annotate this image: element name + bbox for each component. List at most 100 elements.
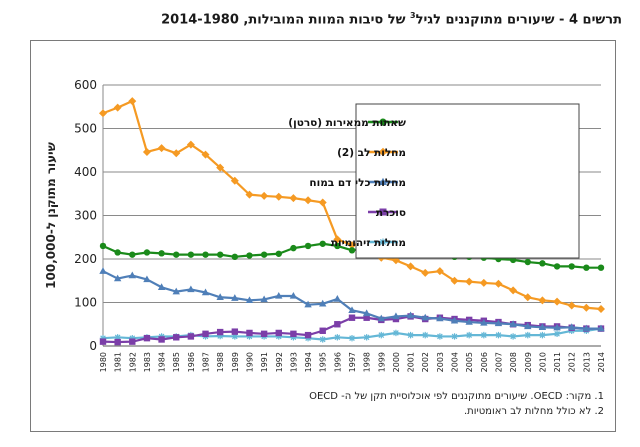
data-point bbox=[451, 333, 458, 340]
data-point bbox=[304, 300, 312, 308]
y-tick-label: 0 bbox=[89, 339, 97, 353]
data-point bbox=[568, 263, 575, 270]
source-note: 1. מקור: OECD. שיעורים מתוקננים לפי אוכל… bbox=[309, 391, 604, 402]
data-point bbox=[379, 118, 387, 126]
data-point bbox=[290, 244, 297, 252]
data-point bbox=[157, 283, 166, 290]
data-point bbox=[275, 250, 282, 257]
data-point bbox=[539, 331, 546, 339]
data-point bbox=[202, 330, 209, 338]
x-tick-label: 2009 bbox=[524, 352, 533, 372]
data-point bbox=[480, 318, 488, 326]
footnote: 2. לא כולל מחלות לב ראומטיות. bbox=[463, 406, 604, 417]
data-point bbox=[187, 285, 195, 293]
y-tick-label: 500 bbox=[74, 122, 97, 136]
data-point bbox=[143, 275, 151, 283]
legend-label: סוכרת bbox=[376, 207, 406, 219]
x-tick-label: 1998 bbox=[363, 352, 372, 372]
data-point bbox=[480, 331, 488, 339]
data-point bbox=[421, 313, 429, 321]
axes: 0 100 200 300 400 500 600 1980 1981 1982 1983 1984 1… bbox=[44, 78, 606, 372]
data-point bbox=[246, 333, 253, 340]
data-point bbox=[318, 198, 327, 207]
legend-label: מחלות לב (2) bbox=[337, 147, 406, 159]
x-tick-label: 1980 bbox=[99, 352, 108, 372]
x-tick-label: 1996 bbox=[333, 352, 342, 372]
data-point bbox=[582, 303, 591, 312]
data-point bbox=[333, 235, 342, 244]
title-superscript: 3 bbox=[410, 11, 416, 20]
data-point bbox=[378, 147, 388, 157]
data-point bbox=[172, 287, 180, 295]
data-point bbox=[348, 306, 356, 314]
data-point bbox=[538, 296, 547, 305]
data-point bbox=[99, 334, 107, 342]
data-point bbox=[143, 334, 151, 342]
x-tick-label: 2010 bbox=[538, 352, 547, 372]
data-point bbox=[99, 338, 107, 345]
data-point bbox=[172, 149, 181, 158]
data-point bbox=[201, 288, 210, 296]
data-point bbox=[348, 247, 356, 254]
x-tick-label: 1986 bbox=[187, 352, 196, 372]
data-point bbox=[435, 267, 444, 276]
data-point bbox=[304, 331, 312, 339]
data-point bbox=[114, 338, 121, 346]
data-point bbox=[597, 324, 605, 332]
data-point bbox=[99, 267, 107, 274]
data-point bbox=[523, 293, 532, 302]
data-point bbox=[319, 299, 327, 307]
data-point bbox=[436, 314, 444, 322]
data-point bbox=[202, 251, 209, 258]
data-point bbox=[173, 334, 180, 341]
data-point bbox=[524, 258, 531, 266]
data-point bbox=[231, 294, 239, 301]
data-point bbox=[509, 320, 517, 327]
data-point bbox=[245, 296, 254, 304]
data-point bbox=[378, 331, 385, 339]
chart-svg: 0 100 200 300 400 500 600 1980 1981 1982 1983 1984 1… bbox=[44, 78, 606, 372]
data-point bbox=[216, 163, 225, 172]
data-point bbox=[260, 191, 269, 200]
x-tick-label: 1983 bbox=[143, 352, 152, 372]
data-point bbox=[216, 332, 224, 340]
data-point bbox=[348, 241, 356, 250]
data-point bbox=[597, 305, 605, 314]
data-point bbox=[495, 331, 502, 339]
data-point bbox=[157, 144, 166, 153]
data-point bbox=[275, 329, 282, 337]
x-tick-label: 1991 bbox=[260, 352, 269, 372]
legend-label: שאתות ממאירות (סרטן) bbox=[288, 117, 406, 129]
data-point bbox=[524, 331, 531, 339]
data-point bbox=[290, 334, 297, 341]
x-tick-label: 1988 bbox=[216, 352, 225, 372]
x-tick-label: 1989 bbox=[231, 352, 240, 372]
x-tick-label: 1984 bbox=[158, 352, 167, 372]
title-prefix: תרשים 4 - שיעורים מתוקננים לגיל bbox=[415, 12, 622, 28]
x-tick-label: 2000 bbox=[392, 352, 401, 372]
y-axis-title: שיעור מתוקנן ל-100,000 bbox=[44, 142, 58, 289]
data-point bbox=[436, 333, 444, 340]
data-point bbox=[216, 251, 224, 258]
data-point bbox=[128, 97, 137, 106]
data-point bbox=[187, 333, 195, 340]
data-point bbox=[231, 333, 239, 340]
data-point bbox=[260, 251, 268, 258]
x-tick-label: 1999 bbox=[377, 352, 386, 372]
x-tick-label: 2007 bbox=[494, 352, 503, 372]
data-point bbox=[392, 329, 400, 337]
data-point bbox=[319, 336, 326, 343]
series-group bbox=[99, 97, 605, 346]
data-point bbox=[524, 322, 532, 330]
x-tick-label: 1997 bbox=[348, 352, 357, 372]
data-point bbox=[216, 328, 224, 336]
data-point bbox=[143, 249, 151, 256]
data-point bbox=[129, 338, 136, 345]
x-tick-label: 2001 bbox=[407, 352, 416, 372]
data-point bbox=[113, 103, 122, 112]
series bbox=[99, 267, 605, 332]
x-tick-label: 1995 bbox=[319, 352, 328, 372]
data-point bbox=[422, 331, 429, 339]
x-tick-label: 2008 bbox=[509, 352, 518, 372]
x-tick-label: 1990 bbox=[245, 352, 254, 372]
